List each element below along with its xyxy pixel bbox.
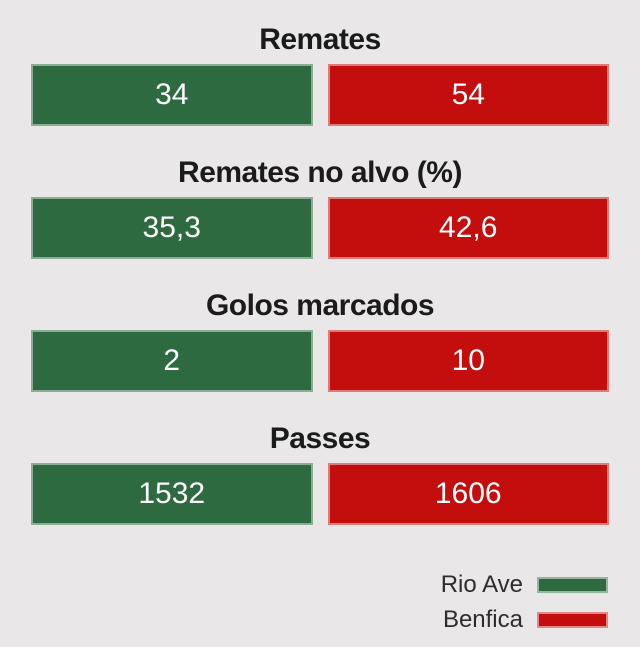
stat-title: Passes [269, 422, 371, 455]
stat-bar-row: 2 10 [31, 330, 609, 392]
home-team-value: 2 [163, 344, 181, 377]
home-team-bar: 35,3 [31, 197, 313, 259]
stat-title: Remates [259, 23, 381, 56]
legend-item-rio-ave: Rio Ave [441, 571, 608, 599]
stat-bar-row: 1532 1606 [31, 463, 609, 525]
away-team-bar: 54 [327, 64, 609, 126]
away-team-bar: 10 [327, 330, 609, 392]
legend-label: Benfica [442, 606, 523, 633]
stat-section-remates-no-alvo: Remates no alvo (%) 35,3 42,6 [0, 157, 640, 259]
stat-title: Golos marcados [205, 289, 435, 322]
legend: Rio Ave Benfica [0, 571, 608, 634]
stat-section-golos-marcados: Golos marcados 2 10 [0, 290, 640, 392]
legend-swatch-rio-ave [537, 577, 608, 593]
stat-bar-row: 34 54 [31, 64, 609, 126]
away-team-value: 1606 [434, 477, 502, 510]
home-team-bar: 2 [31, 330, 313, 392]
away-team-bar: 1606 [327, 463, 609, 525]
legend-label: Rio Ave [440, 571, 523, 598]
away-team-bar: 42,6 [327, 197, 609, 259]
stat-bar-row: 35,3 42,6 [31, 197, 609, 259]
home-team-value: 1532 [138, 477, 206, 510]
match-stats-panel: Remates 34 54 Remates no alvo (%) 35,3 4… [0, 24, 640, 634]
away-team-value: 42,6 [439, 211, 498, 244]
legend-swatch-benfica [537, 612, 608, 628]
away-team-value: 10 [451, 344, 485, 377]
stat-title: Remates no alvo (%) [178, 156, 462, 189]
stat-section-passes: Passes 1532 1606 [0, 423, 640, 525]
away-team-value: 54 [451, 78, 485, 111]
home-team-bar: 34 [31, 64, 313, 126]
stat-section-remates: Remates 34 54 [0, 24, 640, 126]
home-team-value: 34 [155, 78, 189, 111]
home-team-bar: 1532 [31, 463, 313, 525]
home-team-value: 35,3 [142, 211, 201, 244]
legend-item-benfica: Benfica [443, 606, 608, 634]
